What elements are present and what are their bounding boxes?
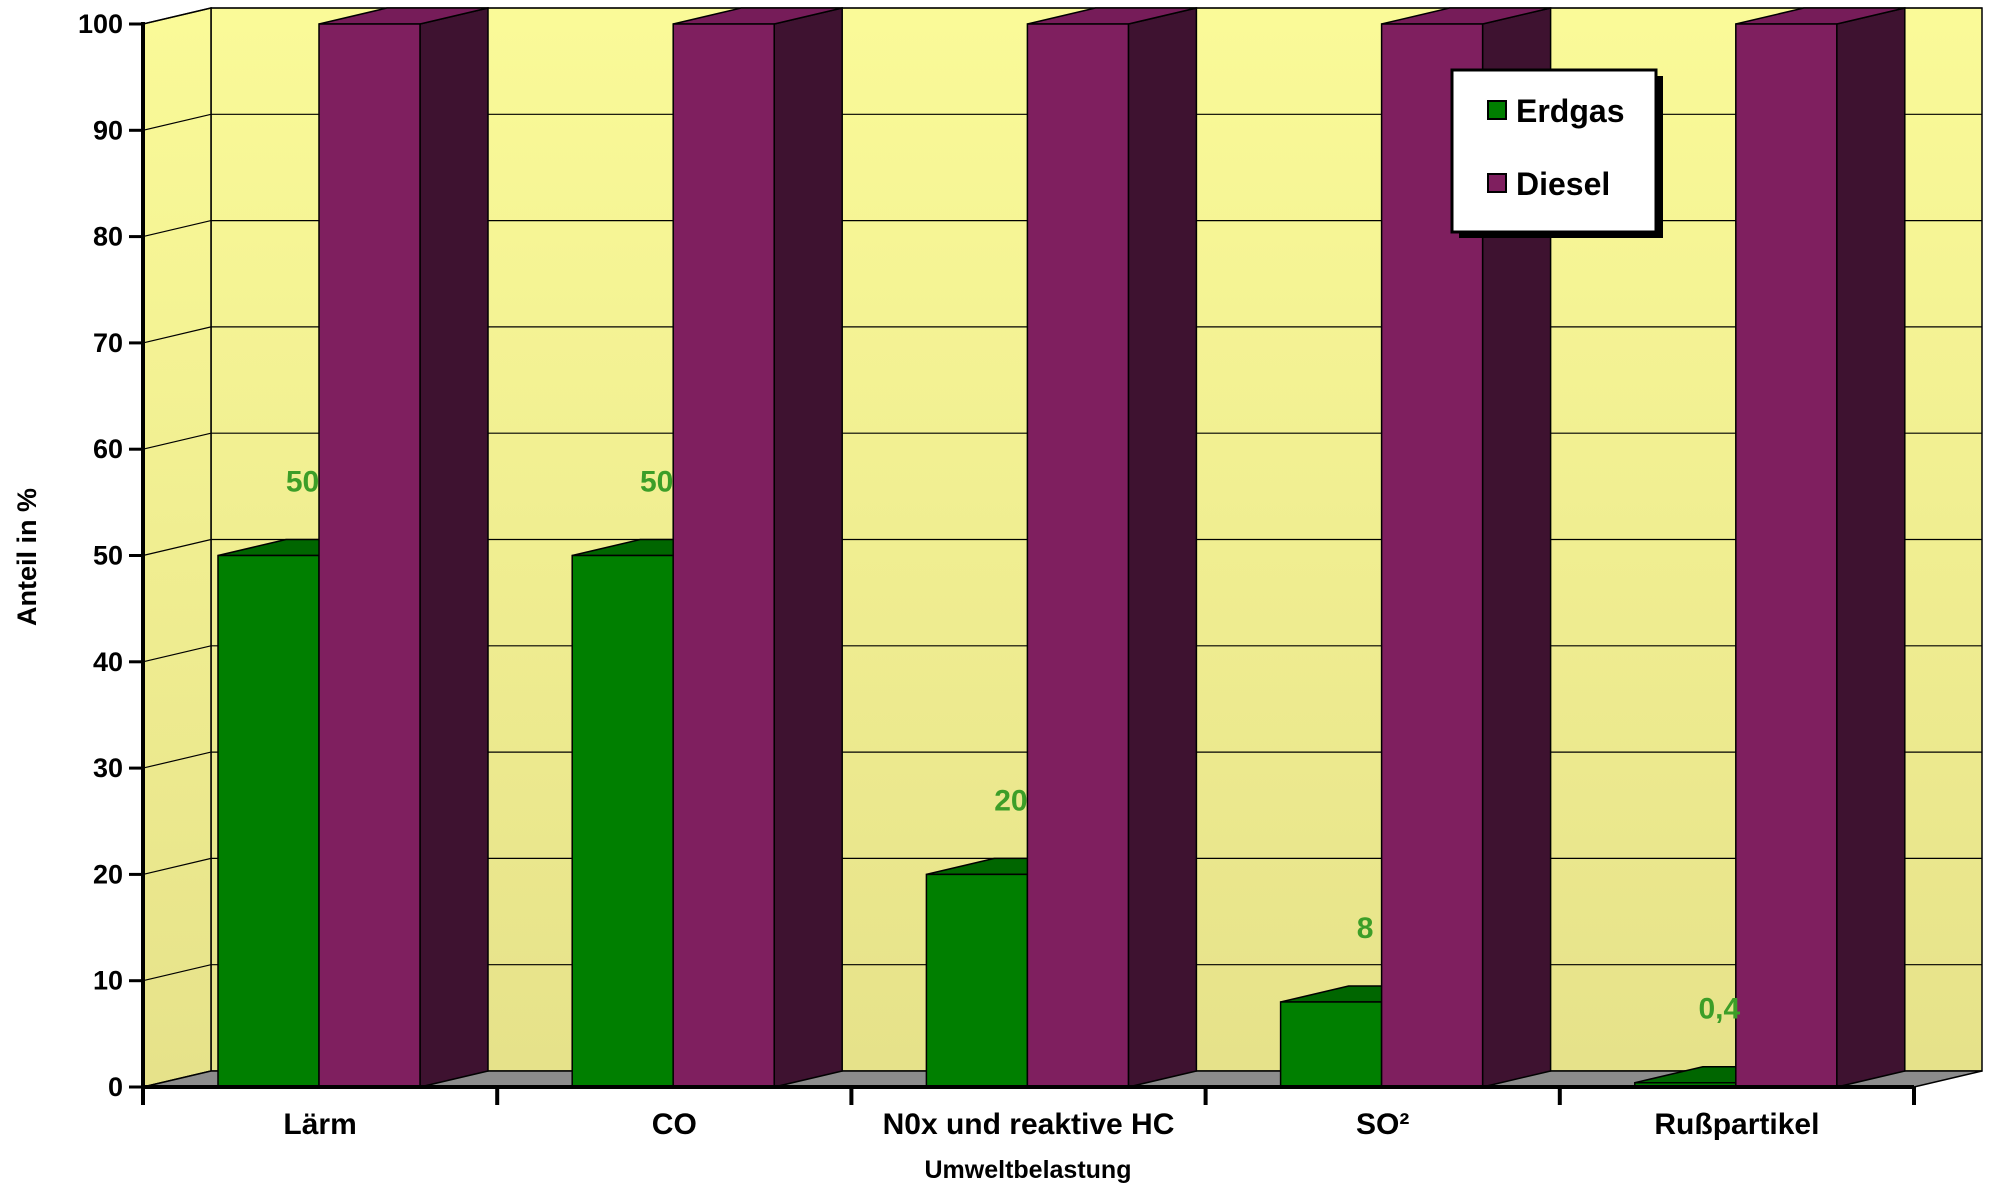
bar-face <box>1735 23 1838 1088</box>
y-tick-label: 90 <box>93 115 123 145</box>
legend-label-erdgas: Erdgas <box>1516 93 1624 129</box>
bar-side <box>419 7 489 1088</box>
y-tick-label: 70 <box>93 328 123 358</box>
y-tick-label: 20 <box>93 859 123 889</box>
data-labels: 50 50 20 8 0,4 <box>286 466 1741 1026</box>
y-tick-label: 0 <box>108 1072 123 1102</box>
x-tick-label: SO² <box>1356 1108 1409 1141</box>
bar-diesel <box>1735 7 1906 1088</box>
bar-diesel <box>1026 7 1198 1088</box>
y-axis-title: Anteil in % <box>12 488 42 626</box>
bar-side <box>1836 7 1906 1088</box>
y-tick-label: 60 <box>93 434 123 464</box>
bar-face <box>318 23 421 1088</box>
legend-box <box>1450 68 1658 234</box>
y-tick-label: 40 <box>93 647 123 677</box>
bars <box>217 7 1906 1088</box>
data-label-erdgas: 50 <box>640 466 673 499</box>
y-tick-label: 30 <box>93 753 123 783</box>
x-axis-title: Umweltbelastung <box>925 1156 1132 1184</box>
x-tick-label: Lärm <box>283 1108 356 1141</box>
y-tick-label: 10 <box>93 966 123 996</box>
bar-side <box>1127 7 1198 1088</box>
x-tick-label: Rußpartikel <box>1654 1108 1819 1141</box>
data-label-erdgas: 20 <box>994 784 1027 817</box>
y-tick-label: 80 <box>93 222 123 252</box>
legend: Erdgas Diesel <box>1450 68 1663 238</box>
bar-diesel <box>672 7 843 1088</box>
data-label-erdgas: 8 <box>1357 912 1374 945</box>
bar-face <box>217 554 320 1088</box>
data-label-erdgas: 50 <box>286 466 319 499</box>
bar-side <box>773 7 843 1088</box>
bar-diesel <box>318 7 489 1088</box>
legend-swatch-diesel <box>1487 173 1507 193</box>
x-tick-label: N0x und reaktive HC <box>883 1108 1175 1141</box>
data-label-erdgas: 0,4 <box>1698 993 1740 1026</box>
bar-face <box>925 873 1029 1088</box>
y-tick-label: 100 <box>78 9 123 39</box>
legend-swatch-erdgas <box>1487 100 1507 120</box>
bar-face <box>571 554 674 1088</box>
y-tick-label: 50 <box>93 541 123 571</box>
gridline <box>142 7 1982 25</box>
axes: 0 10 20 30 40 50 60 70 80 90 100 Lärm CO N0x und reak… <box>78 9 1916 1141</box>
bar-face <box>1026 23 1130 1088</box>
x-tick-label: CO <box>652 1108 697 1141</box>
legend-label-diesel: Diesel <box>1516 166 1610 202</box>
bar-face <box>1279 1001 1383 1088</box>
bar-face <box>672 23 775 1088</box>
bar-diesel <box>1380 7 1552 1088</box>
